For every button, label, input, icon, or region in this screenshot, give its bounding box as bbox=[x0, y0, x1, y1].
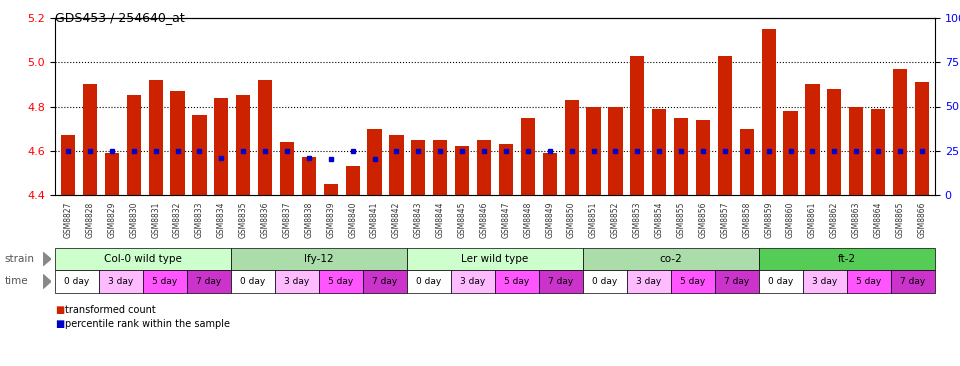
Bar bbox=[587, 107, 601, 195]
Bar bbox=[783, 111, 798, 195]
Text: 0 day: 0 day bbox=[592, 277, 617, 286]
Text: Col-0 wild type: Col-0 wild type bbox=[104, 254, 182, 264]
Bar bbox=[542, 153, 557, 195]
Polygon shape bbox=[43, 274, 51, 288]
Bar bbox=[520, 117, 535, 195]
Bar bbox=[301, 157, 316, 195]
Bar bbox=[411, 140, 425, 195]
Bar bbox=[105, 153, 119, 195]
Text: 5 day: 5 day bbox=[328, 277, 353, 286]
Text: 5 day: 5 day bbox=[153, 277, 178, 286]
Text: strain: strain bbox=[5, 254, 35, 264]
Text: GDS453 / 254640_at: GDS453 / 254640_at bbox=[55, 11, 184, 24]
Bar bbox=[149, 80, 163, 195]
Text: 0 day: 0 day bbox=[768, 277, 794, 286]
Text: 3 day: 3 day bbox=[812, 277, 838, 286]
Text: 7 day: 7 day bbox=[548, 277, 574, 286]
Text: 7 day: 7 day bbox=[197, 277, 222, 286]
Text: ft-2: ft-2 bbox=[838, 254, 856, 264]
Bar bbox=[346, 166, 360, 195]
Bar bbox=[280, 142, 294, 195]
Bar bbox=[564, 100, 579, 195]
Bar bbox=[499, 144, 513, 195]
Text: percentile rank within the sample: percentile rank within the sample bbox=[65, 319, 230, 329]
Text: 7 day: 7 day bbox=[900, 277, 925, 286]
Bar bbox=[871, 109, 885, 195]
Bar bbox=[61, 135, 75, 195]
Bar bbox=[696, 120, 710, 195]
Bar bbox=[324, 184, 338, 195]
Bar bbox=[214, 98, 228, 195]
Text: ■: ■ bbox=[55, 319, 64, 329]
Text: transformed count: transformed count bbox=[65, 305, 156, 315]
Text: 7 day: 7 day bbox=[725, 277, 750, 286]
Bar bbox=[630, 56, 644, 195]
Text: 3 day: 3 day bbox=[108, 277, 133, 286]
Text: 3 day: 3 day bbox=[461, 277, 486, 286]
Bar bbox=[192, 115, 206, 195]
Bar bbox=[258, 80, 273, 195]
Bar bbox=[915, 82, 929, 195]
Bar bbox=[455, 146, 469, 195]
Text: 0 day: 0 day bbox=[240, 277, 266, 286]
Text: 5 day: 5 day bbox=[681, 277, 706, 286]
Text: 3 day: 3 day bbox=[636, 277, 661, 286]
Bar bbox=[171, 91, 184, 195]
Bar bbox=[849, 107, 863, 195]
Polygon shape bbox=[43, 253, 51, 266]
Bar bbox=[236, 96, 251, 195]
Bar bbox=[390, 135, 403, 195]
Bar bbox=[609, 107, 622, 195]
Text: 3 day: 3 day bbox=[284, 277, 310, 286]
Bar bbox=[761, 29, 776, 195]
Text: 5 day: 5 day bbox=[856, 277, 881, 286]
Text: co-2: co-2 bbox=[660, 254, 683, 264]
Bar bbox=[83, 85, 97, 195]
Text: 5 day: 5 day bbox=[504, 277, 530, 286]
Text: ■: ■ bbox=[55, 305, 64, 315]
Bar bbox=[368, 128, 382, 195]
Bar bbox=[477, 140, 492, 195]
Bar bbox=[652, 109, 666, 195]
Bar bbox=[718, 56, 732, 195]
Text: lfy-12: lfy-12 bbox=[304, 254, 334, 264]
Bar bbox=[805, 85, 820, 195]
Bar bbox=[433, 140, 447, 195]
Bar bbox=[893, 69, 907, 195]
Text: time: time bbox=[5, 276, 29, 287]
Text: 0 day: 0 day bbox=[417, 277, 442, 286]
Bar bbox=[739, 128, 754, 195]
Text: Ler wild type: Ler wild type bbox=[462, 254, 529, 264]
Bar bbox=[127, 96, 141, 195]
Bar bbox=[674, 117, 688, 195]
Text: 0 day: 0 day bbox=[64, 277, 89, 286]
Bar bbox=[828, 89, 841, 195]
Text: 7 day: 7 day bbox=[372, 277, 397, 286]
